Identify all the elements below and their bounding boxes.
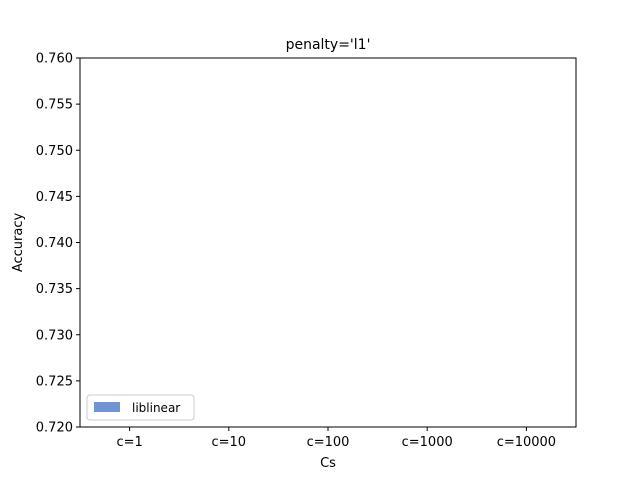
- plot-area-frame: [79, 57, 577, 428]
- legend-box: [86, 394, 195, 421]
- y-tick-label: 0.755: [36, 98, 73, 113]
- y-tick-label: 0.760: [36, 52, 73, 67]
- y-tick-label: 0.730: [36, 328, 73, 343]
- x-tick-label: c=1: [116, 435, 142, 450]
- x-tick-label: c=10: [212, 435, 247, 450]
- y-tick-label: 0.745: [36, 190, 73, 205]
- x-axis-ticks: c=1 c=10 c=100 c=1000 c=10000: [116, 427, 556, 450]
- chart-title: penalty='l1': [286, 37, 371, 53]
- legend: liblinear: [86, 394, 195, 421]
- x-tick-label: c=10000: [497, 435, 556, 450]
- legend-swatch-liblinear: [94, 402, 120, 412]
- y-tick-label: 0.735: [36, 282, 73, 297]
- y-tick-label: 0.725: [36, 374, 73, 389]
- x-axis-label: Cs: [320, 456, 336, 471]
- y-tick-label: 0.720: [36, 421, 73, 436]
- y-tick-label: 0.750: [36, 144, 73, 159]
- y-axis-label: Accuracy: [11, 213, 26, 273]
- y-tick-label: 0.740: [36, 236, 73, 251]
- x-tick-label: c=1000: [402, 435, 453, 450]
- x-tick-label: c=100: [307, 435, 350, 450]
- legend-label-liblinear: liblinear: [132, 401, 180, 415]
- y-axis-ticks: 0.720 0.725 0.730 0.735 0.740 0.745 0.750 0.755…: [36, 52, 80, 436]
